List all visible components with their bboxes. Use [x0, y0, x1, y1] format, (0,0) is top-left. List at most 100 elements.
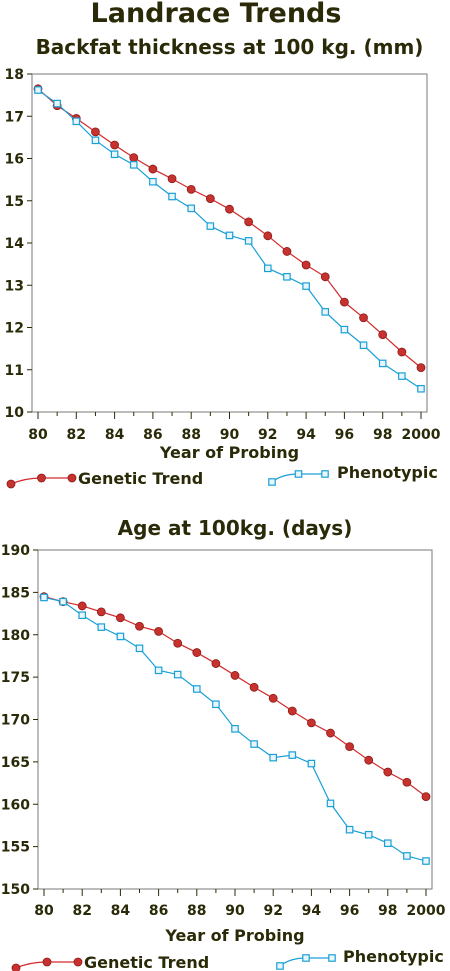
legend-genetic-marker — [6, 479, 16, 489]
x-tick-label: 92 — [258, 427, 277, 443]
genetic-trend-point — [148, 164, 158, 174]
phenotypic-point — [364, 830, 373, 839]
phenotypic-point — [212, 700, 220, 709]
genetic-trend-point — [167, 174, 177, 184]
phenotypic-point — [110, 150, 119, 159]
genetic-trend-point — [192, 648, 202, 657]
x-tick-label: 94 — [302, 903, 322, 919]
x-tick-label: 88 — [181, 427, 200, 443]
phenotypic-point — [264, 264, 272, 273]
phenotypic-point — [59, 597, 67, 606]
x-tick-label: 90 — [220, 427, 240, 443]
genetic-trend-point — [129, 153, 139, 163]
phenotypic-point — [78, 611, 87, 620]
legend-genetic-marker — [42, 957, 52, 967]
genetic-trend-point — [301, 260, 311, 270]
genetic-trend-point — [282, 247, 292, 256]
genetic-trend-point — [110, 140, 119, 150]
y-tick-label: 170 — [1, 713, 30, 729]
legend-phenotypic-marker — [302, 954, 310, 962]
y-tick-label: 155 — [1, 840, 30, 856]
chart-title: Backfat thickness at 100 kg. (mm) — [36, 35, 424, 59]
phenotypic-point — [173, 670, 182, 679]
phenotypic-point — [403, 852, 411, 860]
plot-area — [37, 549, 433, 890]
plot-area — [31, 73, 428, 413]
y-tick-label: 150 — [1, 882, 30, 898]
genetic-trend-point — [77, 601, 87, 611]
x-tick-label: 2000 — [402, 427, 441, 443]
phenotypic-point — [307, 759, 316, 768]
phenotypic-point — [378, 359, 387, 368]
genetic-trend-point — [225, 204, 234, 214]
chart-1: Backfat thickness at 100 kg. (mm) 10 11 12 1… — [5, 35, 441, 489]
phenotypic-point — [149, 177, 157, 186]
legend-genetic-marker — [67, 473, 77, 483]
genetic-trend-point — [249, 682, 259, 692]
genetic-trend-point — [96, 607, 106, 617]
phenotypic-point — [250, 740, 258, 748]
genetic-trend-point — [416, 363, 426, 373]
legend-phenotypic-marker — [328, 954, 336, 962]
phenotypic-point — [206, 222, 215, 230]
y-tick-label: 18 — [5, 67, 24, 83]
phenotypic-point — [384, 839, 392, 848]
genetic-trend-point — [359, 313, 368, 323]
phenotypic-point — [193, 685, 201, 693]
x-tick-label: 84 — [105, 427, 125, 443]
phenotypic-point — [225, 231, 234, 240]
genetic-trend-point — [91, 127, 100, 137]
phenotypic-point — [345, 825, 354, 834]
legend-phenotypic-label: Phenotypic — [337, 463, 438, 482]
genetic-trend-point — [364, 755, 374, 765]
legend-genetic-marker — [73, 957, 83, 967]
x-tick-label: 82 — [67, 427, 86, 443]
chart-title: Age at 100kg. (days) — [118, 516, 353, 540]
phenotypic-point — [154, 666, 163, 675]
phenotypic-point — [53, 99, 61, 108]
phenotypic-point — [187, 204, 196, 213]
genetic-trend-point — [211, 659, 221, 668]
phenotypic-point — [129, 161, 138, 169]
x-tick-label: 80 — [34, 903, 54, 919]
genetic-trend-point — [205, 194, 215, 204]
legend: Genetic Trend Phenotypic — [11, 947, 444, 971]
legend-genetic-label: Genetic Trend — [84, 953, 209, 971]
phenotypic-point — [422, 857, 430, 865]
y-tick-label: 160 — [1, 797, 30, 813]
genetic-trend-point — [154, 626, 164, 636]
x-tick-label: 86 — [143, 427, 162, 443]
y-tick-label: 17 — [5, 109, 24, 125]
phenotypic-point — [359, 341, 368, 350]
genetic-trend-point — [135, 621, 144, 631]
x-tick-label: 96 — [340, 903, 359, 919]
x-tick-label: 84 — [111, 903, 131, 919]
y-tick-label: 12 — [5, 321, 24, 337]
phenotypic-point — [91, 136, 100, 145]
x-tick-label: 86 — [149, 903, 168, 919]
x-tick-label: 88 — [187, 903, 206, 919]
x-tick-label: 96 — [335, 427, 354, 443]
chart-2: Age at 100kg. (days) 150 155 160 165 170 175 18… — [1, 516, 446, 971]
legend-genetic-marker — [37, 473, 46, 483]
phenotypic-point — [269, 753, 278, 762]
y-tick-label: 13 — [5, 278, 24, 294]
phenotypic-point — [34, 86, 42, 94]
genetic-trend-point — [320, 272, 330, 282]
genetic-trend-point — [383, 767, 393, 777]
legend-phenotypic-marker — [268, 478, 276, 486]
y-tick-label: 11 — [5, 363, 24, 379]
y-tick-label: 14 — [5, 236, 25, 252]
x-axis-title: Year of Probing — [159, 443, 299, 462]
y-tick-label: 15 — [5, 194, 24, 210]
genetic-trend-point — [326, 728, 335, 738]
genetic-trend-point — [186, 184, 196, 194]
legend-phenotypic-label: Phenotypic — [343, 947, 444, 966]
legend-genetic-marker — [11, 963, 21, 971]
legend-phenotypic-marker — [276, 962, 284, 970]
y-tick-label: 190 — [1, 543, 30, 559]
genetic-trend-point — [268, 693, 278, 703]
phenotypic-point — [398, 372, 406, 380]
x-tick-label: 90 — [225, 903, 245, 919]
legend-phenotypic-marker — [294, 470, 303, 478]
